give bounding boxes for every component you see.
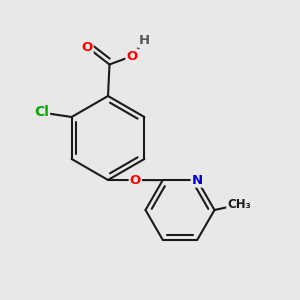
Text: O: O xyxy=(126,50,138,63)
Text: O: O xyxy=(81,40,93,54)
Text: CH₃: CH₃ xyxy=(227,198,251,211)
Text: N: N xyxy=(192,174,203,187)
Text: H: H xyxy=(139,34,150,47)
Text: Cl: Cl xyxy=(34,106,49,119)
Text: O: O xyxy=(130,174,141,187)
